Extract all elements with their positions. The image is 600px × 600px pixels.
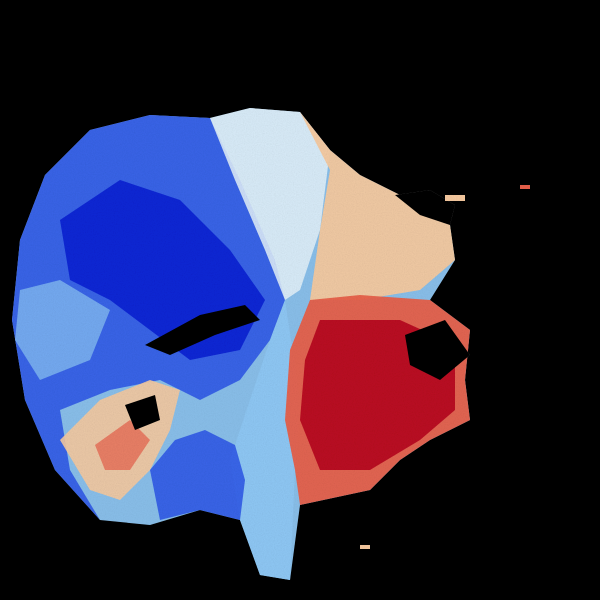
scattered-return-3 (360, 545, 370, 549)
no-data-gap-center (145, 305, 260, 355)
inbound-light-band (15, 280, 110, 380)
zero-isodop-north (210, 108, 330, 300)
no-data-gap-northeast (395, 190, 455, 225)
no-data-gap-southwest (125, 395, 160, 430)
zero-isodop-south (230, 300, 300, 580)
inbound-patch-south (150, 430, 245, 520)
scattered-return-2 (445, 195, 465, 201)
scattered-return-1 (520, 185, 530, 189)
outbound-light-northeast (300, 112, 455, 300)
outbound-patch-southwest-core (95, 420, 150, 470)
no-data-gap-east (405, 320, 470, 380)
